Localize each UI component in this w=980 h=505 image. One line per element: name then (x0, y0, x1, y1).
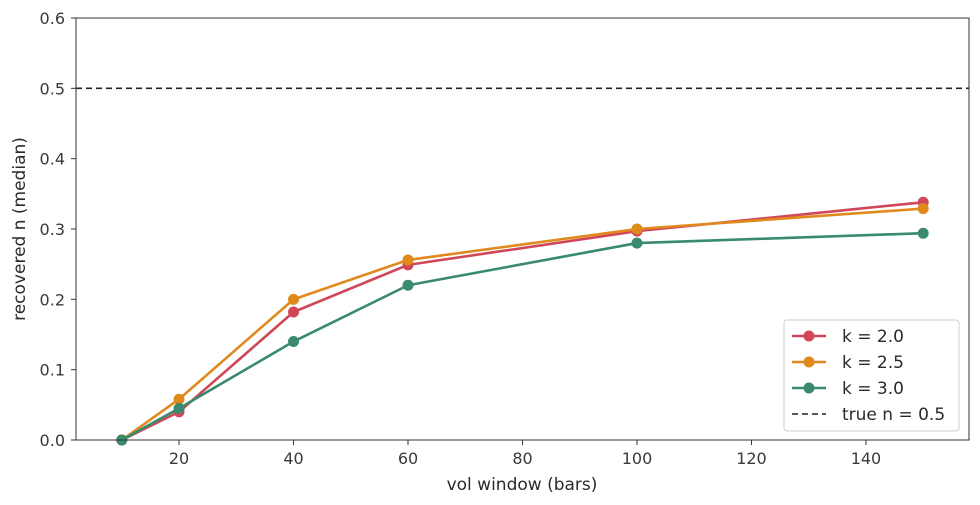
legend-label: k = 3.0 (842, 379, 904, 399)
data-point (173, 393, 185, 405)
y-tick-label: 0.1 (40, 361, 65, 380)
y-tick-label: 0.3 (40, 220, 65, 239)
x-tick-label: 100 (622, 449, 653, 468)
legend-label: k = 2.0 (842, 327, 904, 347)
legend-box (783, 319, 960, 432)
data-point (402, 254, 414, 266)
x-axis-ticks: 20 40 60 80 100 120 140 (169, 440, 881, 468)
legend-swatch-marker (803, 382, 815, 394)
x-tick-label: 120 (736, 449, 767, 468)
legend: k = 2.0 k = 2.5 k = 3.0 true n = 0.5 (783, 319, 960, 432)
y-axis-ticks: 0.0 0.1 0.2 0.3 0.4 0.5 0.6 (40, 9, 76, 450)
x-axis-label: vol window (bars) (447, 475, 598, 495)
y-tick-label: 0.4 (40, 150, 65, 169)
x-tick-label: 40 (283, 449, 303, 468)
data-point (288, 293, 300, 305)
legend-label: true n = 0.5 (842, 405, 945, 425)
data-point (631, 237, 643, 249)
data-point (631, 223, 643, 235)
x-tick-label: 80 (512, 449, 532, 468)
data-point (917, 203, 929, 215)
y-axis-label: recovered n (median) (10, 137, 30, 321)
y-tick-label: 0.5 (40, 79, 65, 98)
data-point (173, 402, 185, 414)
data-point (917, 227, 929, 239)
data-point (288, 306, 300, 318)
legend-swatch-marker (803, 356, 815, 368)
x-tick-label: 140 (851, 449, 882, 468)
y-tick-label: 0.2 (40, 290, 65, 309)
x-tick-label: 20 (169, 449, 189, 468)
data-point (288, 336, 300, 348)
legend-label: k = 2.5 (842, 353, 904, 373)
legend-swatch-marker (803, 330, 815, 342)
x-tick-label: 60 (398, 449, 418, 468)
y-tick-label: 0.6 (40, 9, 65, 28)
series-line-2 (121, 207, 924, 442)
data-point (402, 279, 414, 291)
series-line-3 (121, 231, 924, 442)
y-tick-label: 0.0 (40, 431, 65, 450)
